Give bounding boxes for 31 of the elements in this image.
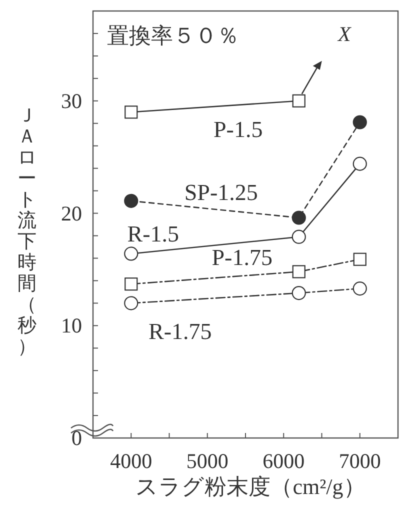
x-tick-label: 6000 [262,449,305,473]
series-label: R-1.5 [127,222,179,247]
text: ＪＡロート流下時間（秒） [18,106,36,358]
point [124,296,138,310]
series-label: R-1.75 [148,319,212,344]
x-tick-label: 7000 [338,449,381,473]
point [124,246,138,261]
series-label: SP-1.25 [184,180,258,205]
series-label: P-1.5 [214,117,263,142]
text: 置換率５０％ [107,23,239,48]
y-tick-label: 30 [61,88,82,113]
point [124,278,138,291]
series-label: P-1.75 [212,245,272,270]
point [292,265,306,278]
point [352,115,367,130]
point [124,194,138,208]
y-tick-label: 0 [72,426,82,450]
x-tick-label: 5000 [186,449,228,473]
y-tick-label: 10 [61,314,82,338]
point [292,94,306,108]
point [292,210,306,225]
point [352,156,367,171]
x-tick-label: 4000 [110,449,152,473]
y-tick-label: 20 [61,201,82,226]
x-axis-title: スラグ粉末度（cm²/g） [136,474,366,499]
point [124,106,138,119]
point [353,252,366,266]
annotation: X [337,22,352,46]
point [292,286,306,300]
point [352,282,367,296]
point [292,230,306,244]
